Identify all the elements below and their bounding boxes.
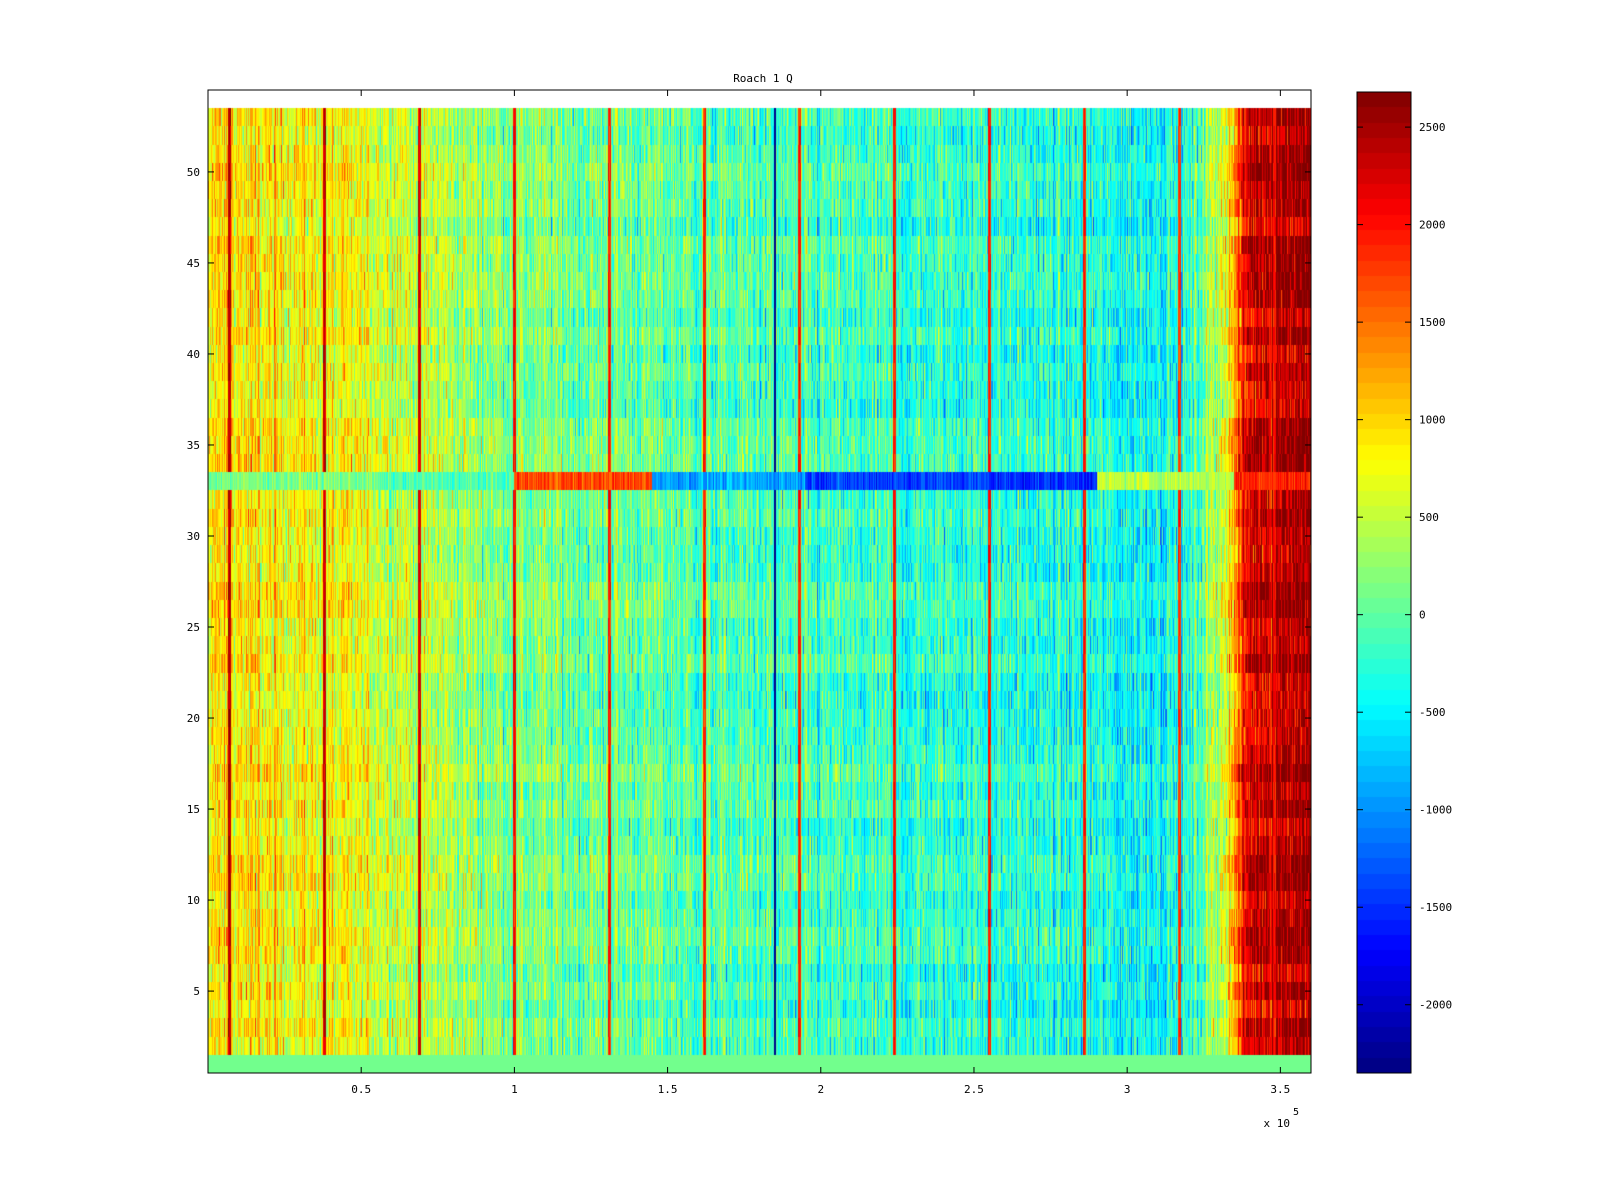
y-tick-label: 50 [187, 166, 200, 179]
x-tick-label: 3 [1124, 1083, 1131, 1096]
x-exponent-label: x 10 [1264, 1117, 1291, 1130]
colorbar-tick-label: -1500 [1419, 901, 1452, 914]
y-tick-label: 30 [187, 530, 200, 543]
colorbar-frame [1356, 91, 1412, 1074]
colorbar-tick-label: -2000 [1419, 999, 1452, 1012]
colorbar-tick-label: 1000 [1419, 414, 1446, 427]
x-tick-label: 0.5 [351, 1083, 371, 1096]
y-tick-label: 10 [187, 894, 200, 907]
colorbar-tick-label: -500 [1419, 706, 1446, 719]
x-tick-label: 3.5 [1270, 1083, 1290, 1096]
y-tick-label: 15 [187, 803, 200, 816]
y-tick-label: 5 [193, 985, 200, 998]
colorbar-tick-label: 2500 [1419, 121, 1446, 134]
y-tick-label: 35 [187, 439, 200, 452]
x-tick-label: 1 [511, 1083, 518, 1096]
y-tick-label: 20 [187, 712, 200, 725]
y-tick-label: 45 [187, 257, 200, 270]
chart-title: Roach 1 Q [733, 72, 793, 85]
colorbar: 2500 2000 1500 1000 500 0 -500 -1000 -1500 -2000 [1356, 91, 1452, 1074]
colorbar-tick-label: 2000 [1419, 219, 1446, 232]
plot-frame [207, 89, 1312, 1074]
x-tick-label: 1.5 [658, 1083, 678, 1096]
heatmap-plot [207, 89, 1312, 1074]
heatmap-cells [208, 90, 1311, 1073]
x-tick-label: 2 [817, 1083, 824, 1096]
x-exponent-power: 5 [1293, 1107, 1299, 1118]
x-tick-label: 2.5 [964, 1083, 984, 1096]
colorbar-tick-label: 1500 [1419, 316, 1446, 329]
y-tick-label: 25 [187, 621, 200, 634]
colorbar-tick-label: 0 [1419, 609, 1426, 622]
y-tick-label: 40 [187, 348, 200, 361]
colorbar-ticks: 2500 2000 1500 1000 500 0 -500 -1000 -1500 -2000 [1357, 121, 1452, 1012]
colorbar-tick-label: -1000 [1419, 804, 1452, 817]
colorbar-gradient [1357, 92, 1411, 1073]
x-axis: 0.5 1 1.5 2 2.5 3 3.5 [351, 90, 1290, 1096]
colorbar-tick-label: 500 [1419, 511, 1439, 524]
x-exponent-base: x 10 [1264, 1117, 1291, 1130]
y-axis: 5 10 15 20 25 30 35 40 45 50 [187, 166, 1311, 998]
